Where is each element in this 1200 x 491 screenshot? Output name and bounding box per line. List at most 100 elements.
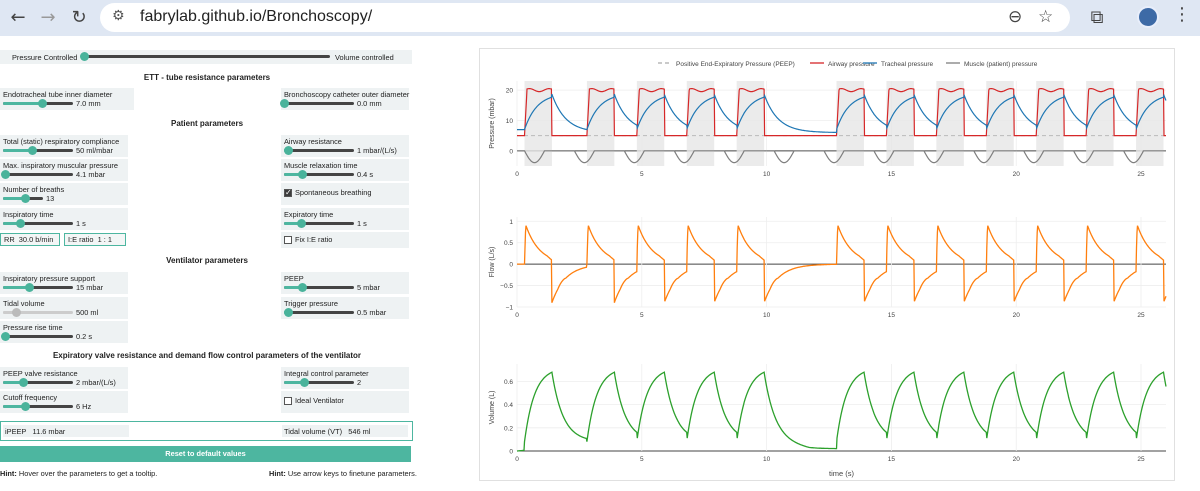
address-bar[interactable]: ⚙ fabrylab.github.io/Bronchoscopy/ ⊖ ☆: [100, 3, 1070, 32]
compliance-param[interactable]: Total (static) respiratory compliance 50…: [0, 135, 128, 157]
max-muscle-param[interactable]: Max. inspiratory muscular pressure 4.1 m…: [0, 159, 128, 181]
slider-value: 0.4 s: [357, 170, 374, 179]
slider-track[interactable]: [3, 283, 73, 292]
slider-track[interactable]: [283, 146, 354, 155]
slider-knob[interactable]: [38, 99, 48, 108]
slider-knob[interactable]: [15, 219, 25, 228]
slider-track[interactable]: [284, 219, 354, 228]
integral-label: Integral control parameter: [284, 369, 369, 378]
slider-knob[interactable]: [296, 219, 306, 228]
integral-param[interactable]: Integral control parameter 2: [281, 367, 409, 389]
slider-knob[interactable]: [297, 170, 307, 179]
slider-track[interactable]: [3, 194, 43, 203]
hint-left: Hint: Hover over the parameters to get a…: [0, 469, 158, 478]
slider-fill: [3, 286, 29, 289]
slider-track[interactable]: [284, 170, 354, 179]
fix-ie-checkbox[interactable]: [284, 236, 292, 244]
profile-avatar[interactable]: [1137, 6, 1159, 28]
slider-value: 1 s: [357, 219, 367, 228]
slider-fill: [3, 222, 20, 225]
slider-value: 6 Hz: [76, 402, 92, 411]
slider-track[interactable]: [283, 308, 354, 317]
breaths-param[interactable]: Number of breaths 13: [0, 183, 128, 205]
tidal-volume-param[interactable]: Tidal volume 500 ml: [0, 297, 128, 319]
airway-resistance-label: Airway resistance: [284, 137, 342, 146]
slider-track[interactable]: [3, 402, 73, 411]
rise-time-label: Pressure rise time: [3, 323, 63, 332]
volume-line: [517, 371, 1167, 452]
slider-knob[interactable]: [11, 308, 21, 317]
zoom-icon[interactable]: ⊖: [1008, 7, 1023, 27]
reset-button[interactable]: Reset to default values: [0, 446, 411, 462]
slider-knob[interactable]: [24, 283, 34, 292]
spontaneous-checkbox-row[interactable]: Spontaneous breathing: [281, 183, 409, 205]
peep-resistance-param[interactable]: PEEP valve resistance 2 mbar/(L/s): [0, 367, 128, 389]
insp-support-param[interactable]: Inspiratory pressure support 15 mbar: [0, 272, 128, 294]
slider-value: 13: [46, 194, 55, 203]
forward-icon[interactable]: →: [40, 7, 56, 28]
slider-track[interactable]: [3, 308, 73, 317]
slider-track[interactable]: [3, 146, 73, 155]
slider-track[interactable]: [1, 332, 73, 341]
slider-track[interactable]: [284, 378, 354, 387]
spontaneous-checkbox[interactable]: [284, 188, 292, 197]
slider-track[interactable]: [280, 99, 354, 108]
mode-slider-track[interactable]: [80, 52, 330, 61]
y-tick-label: 10: [506, 118, 514, 125]
mode-right-label: Volume controlled: [335, 53, 394, 62]
ideal-vent-checkbox[interactable]: [284, 397, 292, 405]
muscle-relax-param[interactable]: Muscle relaxation time 0.4 s: [281, 159, 409, 181]
insp-time-param[interactable]: Inspiratory time 1 s: [0, 208, 128, 230]
back-icon[interactable]: ←: [10, 7, 26, 28]
cutoff-label: Cutoff frequency: [3, 393, 58, 402]
flow-line: [517, 225, 1167, 303]
x-axis-label: time (s): [829, 469, 855, 478]
url-text[interactable]: fabrylab.github.io/Bronchoscopy/: [140, 8, 373, 25]
mode-slider-knob[interactable]: [80, 52, 89, 61]
y-tick-label: 0: [509, 449, 513, 456]
slider-knob[interactable]: [21, 402, 31, 411]
x-tick-label: 5: [640, 312, 644, 319]
browser-menu-icon[interactable]: ⋮: [1173, 4, 1191, 25]
x-tick-label: 0: [515, 456, 519, 463]
compliance-label: Total (static) respiratory compliance: [3, 137, 120, 146]
peep-param[interactable]: PEEP 5 mbar: [281, 272, 409, 294]
slider-knob[interactable]: [299, 378, 309, 387]
exp-time-param[interactable]: Expiratory time 1 s: [281, 208, 409, 230]
slider-knob[interactable]: [21, 194, 30, 203]
slider-track[interactable]: [3, 99, 73, 108]
cutoff-param[interactable]: Cutoff frequency 6 Hz: [0, 391, 128, 413]
airway-resistance-param[interactable]: Airway resistance 1 mbar/(L/s): [281, 135, 409, 157]
slider-knob[interactable]: [1, 332, 11, 341]
slider-track[interactable]: [3, 219, 73, 228]
slider-value: 1 mbar/(L/s): [357, 146, 397, 155]
reload-icon[interactable]: ↻: [71, 7, 87, 28]
catheter-diameter-param[interactable]: Bronchoscopy catheter outer diameter 0.0…: [280, 88, 409, 110]
slider-knob[interactable]: [27, 146, 37, 155]
slider-knob[interactable]: [283, 146, 293, 155]
slider-knob[interactable]: [280, 99, 289, 108]
x-tick-label: 0: [515, 171, 519, 178]
y-axis-label: Pressure (mbar): [489, 98, 496, 149]
slider-track[interactable]: [284, 283, 354, 292]
y-tick-label: 0: [509, 262, 513, 269]
trigger-pressure-param[interactable]: Trigger pressure 0.5 mbar: [281, 297, 409, 319]
slider-knob[interactable]: [1, 170, 11, 179]
x-tick-label: 15: [888, 171, 896, 178]
ideal-vent-checkbox-row[interactable]: Ideal Ventilator: [281, 391, 409, 413]
slider-value: 4.1 mbar: [76, 170, 106, 179]
slider-track[interactable]: [1, 170, 73, 179]
site-info-icon[interactable]: ⚙: [112, 8, 125, 24]
ett-diameter-param[interactable]: Endotracheal tube inner diameter 7.0 mm: [0, 88, 134, 110]
rise-time-param[interactable]: Pressure rise time 0.2 s: [0, 321, 128, 343]
y-axis-label: Flow (L/s): [489, 247, 496, 278]
bookmark-star-icon[interactable]: ☆: [1038, 7, 1054, 27]
extensions-icon[interactable]: ⧉: [1090, 7, 1104, 28]
fix-ie-checkbox-row[interactable]: Fix I:E ratio: [281, 232, 409, 248]
mode-toggle[interactable]: Pressure Controlled Volume controlled: [0, 50, 412, 64]
slider-knob[interactable]: [18, 378, 28, 387]
slider-knob[interactable]: [283, 308, 293, 317]
slider-knob[interactable]: [297, 283, 307, 292]
slider-fill: [3, 311, 16, 314]
slider-track[interactable]: [3, 378, 73, 387]
